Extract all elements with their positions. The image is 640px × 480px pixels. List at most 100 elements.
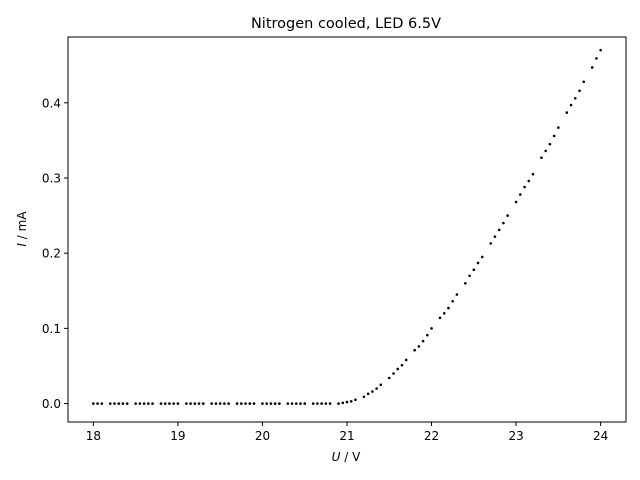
- data-point: [417, 345, 421, 348]
- data-point: [519, 193, 522, 196]
- data-point: [464, 281, 467, 285]
- data-point: [345, 400, 349, 404]
- data-point: [324, 402, 328, 405]
- data-point: [430, 327, 433, 330]
- data-point: [193, 402, 197, 405]
- data-point: [527, 179, 531, 183]
- data-point: [147, 402, 150, 405]
- data-point: [265, 402, 268, 405]
- data-point: [595, 57, 598, 60]
- data-point: [121, 402, 125, 405]
- data-point: [502, 221, 505, 225]
- data-point: [197, 402, 201, 405]
- data-point: [108, 402, 112, 405]
- y-axis-label-unit: / mA: [15, 211, 29, 243]
- data-point: [252, 402, 256, 405]
- data-point: [168, 402, 171, 405]
- data-point: [493, 235, 497, 238]
- data-point: [506, 214, 509, 217]
- data-point: [117, 402, 121, 405]
- data-point: [438, 316, 442, 320]
- data-point: [337, 402, 340, 405]
- chart-title: Nitrogen cooled, LED 6.5V: [251, 16, 441, 32]
- data-point: [299, 402, 302, 405]
- x-tick-label: 20: [255, 429, 270, 443]
- y-tick-label: 0.2: [42, 247, 61, 261]
- data-point: [426, 333, 429, 337]
- data-point: [565, 111, 569, 114]
- data-point: [125, 402, 129, 405]
- x-tick-label: 23: [508, 429, 523, 443]
- data-point: [557, 126, 560, 129]
- data-point: [451, 300, 454, 303]
- y-tick-label: 0.3: [42, 171, 61, 185]
- data-point: [442, 312, 446, 315]
- data-point: [320, 402, 323, 405]
- data-point: [218, 402, 222, 405]
- data-point: [387, 376, 391, 380]
- data-point: [569, 103, 573, 107]
- y-axis: 0.0 0.1 0.2 0.3 0.4: [42, 96, 68, 411]
- data-point: [371, 390, 374, 393]
- data-point: [163, 402, 167, 405]
- data-point: [159, 402, 163, 405]
- data-point: [227, 402, 230, 405]
- data-point: [142, 402, 146, 405]
- data-point: [514, 200, 518, 204]
- data-point: [400, 363, 404, 367]
- data-point: [328, 402, 332, 405]
- data-point: [455, 293, 459, 296]
- data-point: [396, 367, 400, 371]
- data-point: [476, 261, 480, 265]
- data-point: [269, 402, 273, 405]
- data-point: [548, 142, 552, 146]
- data-point: [92, 402, 95, 405]
- data-point: [468, 274, 471, 278]
- data-point: [138, 402, 142, 405]
- data-point: [578, 89, 581, 93]
- data-point: [311, 402, 315, 405]
- y-axis-label: I / mA: [15, 211, 29, 247]
- data-point: [573, 96, 577, 100]
- data-point: [590, 66, 594, 69]
- x-tick-label: 21: [339, 429, 354, 443]
- plot-area: [92, 48, 602, 405]
- data-point: [96, 402, 99, 405]
- data-point: [100, 402, 104, 405]
- data-point: [176, 402, 180, 405]
- data-point: [523, 185, 526, 189]
- data-point: [134, 402, 137, 405]
- x-tick-label: 24: [593, 429, 608, 443]
- data-point: [366, 392, 370, 396]
- data-point: [582, 80, 586, 84]
- data-point: [223, 402, 226, 405]
- data-point: [303, 402, 307, 405]
- data-point: [540, 156, 543, 159]
- data-point: [261, 402, 264, 405]
- data-point: [552, 134, 556, 138]
- data-point: [354, 398, 357, 402]
- data-point: [599, 48, 602, 52]
- data-point: [544, 149, 547, 153]
- data-point: [497, 228, 501, 232]
- data-point: [151, 402, 154, 405]
- x-tick-label: 19: [170, 429, 185, 443]
- x-axis-label-unit: / V: [340, 450, 361, 464]
- data-point: [240, 402, 243, 405]
- data-point: [480, 255, 484, 259]
- x-tick-label: 18: [86, 429, 101, 443]
- data-point: [375, 387, 378, 390]
- data-point: [472, 268, 476, 272]
- y-axis-label-var: I: [15, 243, 29, 247]
- data-point: [392, 372, 395, 375]
- data-point: [341, 401, 345, 405]
- x-axis-label: U / V: [332, 450, 361, 464]
- data-point: [214, 402, 218, 405]
- data-point: [531, 172, 535, 176]
- data-point: [185, 402, 188, 405]
- data-point: [235, 402, 239, 405]
- data-point: [172, 402, 175, 405]
- data-point: [273, 402, 277, 405]
